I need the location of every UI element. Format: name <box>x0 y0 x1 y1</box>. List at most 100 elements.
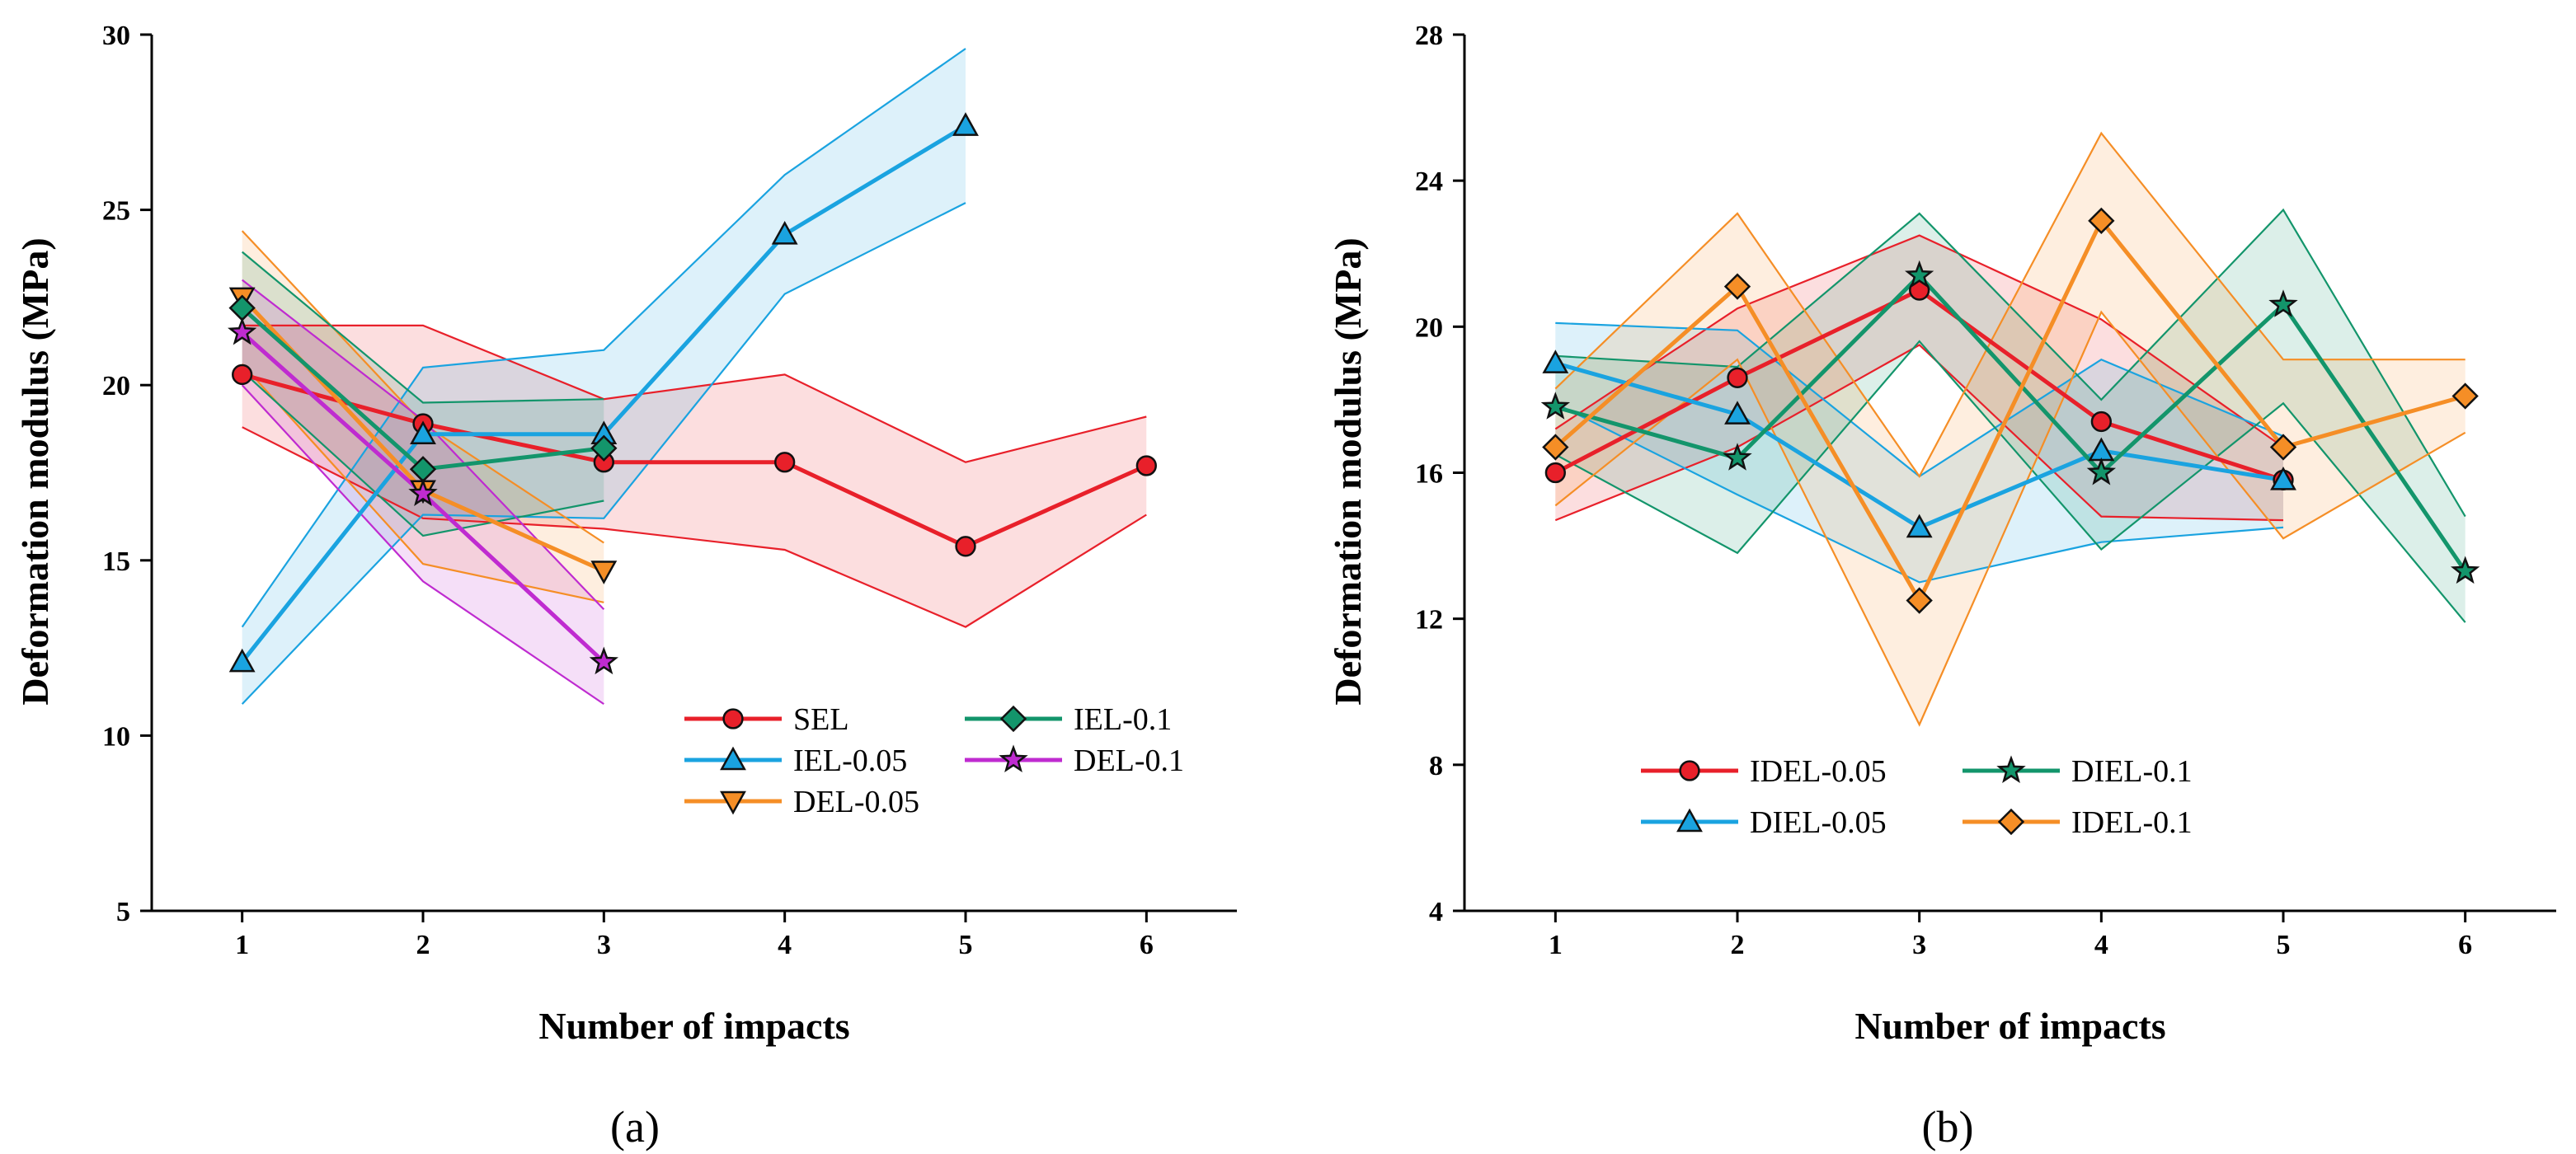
band-lower-DEL-0.05 <box>241 363 604 603</box>
data-point-DIEL-0.1 <box>1540 392 1571 420</box>
band-DIEL-0.1 <box>1555 209 2466 623</box>
data-point-IEL-0.05 <box>410 420 436 445</box>
x-tick-label: 2 <box>416 930 430 960</box>
data-point-SEL <box>1135 455 1157 476</box>
band-upper-IDEL-0.1 <box>1554 131 2466 479</box>
data-point-IDEL-0.05 <box>2090 410 2112 433</box>
data-point-IDEL-0.05 <box>1544 462 1566 484</box>
legend-marker <box>720 746 746 771</box>
axes <box>140 33 1237 922</box>
y-tick-label: 24 <box>1415 167 1443 197</box>
data-point-DIEL-0.05 <box>1724 401 1751 425</box>
data-point-DIEL-0.1 <box>1723 443 1752 471</box>
legend-marker <box>1996 755 2026 783</box>
band-lower-DIEL-0.05 <box>1554 402 2284 584</box>
data-point-IEL-0.05 <box>952 112 979 136</box>
y-tick-label: 4 <box>1429 897 1443 927</box>
band-IDEL-0.1 <box>1555 133 2466 725</box>
x-tick-label: 5 <box>959 930 973 960</box>
legend: IDEL-0.05 DIEL-0.1 DIEL-0.05 IDEL-0.1 <box>1641 754 2193 840</box>
y-tick-label: 30 <box>102 21 130 51</box>
axes <box>1453 33 2556 922</box>
confidence-bands <box>1555 133 2466 725</box>
band-upper-SEL <box>242 324 1147 463</box>
y-tick-label: 28 <box>1415 21 1443 51</box>
legend-marker <box>999 744 1028 772</box>
data-point-IEL-0.05 <box>771 220 798 245</box>
panel-label: (a) <box>610 1102 660 1152</box>
legend-item-DIEL-0.1: DIEL-0.1 <box>1963 754 2193 789</box>
band-IEL-0.1 <box>242 251 604 536</box>
data-point-DEL-0.1 <box>408 478 438 506</box>
legend-item-IEL-0.05: IEL-0.05 <box>684 744 907 778</box>
band-DEL-0.05 <box>242 231 604 603</box>
legend-marker <box>1676 808 1703 833</box>
legend: SEL IEL-0.1 IEL-0.05 DEL-0.1 DEL-0.05 <box>684 702 1184 819</box>
y-tick-label: 8 <box>1429 751 1443 781</box>
y-tick-label: 25 <box>102 196 130 227</box>
legend-marker <box>1679 760 1700 781</box>
band-lower-DEL-0.1 <box>241 384 604 706</box>
chart-panel-a: 5 10 15 20 25 30 1 2 3 4 5 6 Number of impacts Defo… <box>14 21 1237 1152</box>
band-lower-SEL <box>242 426 1147 628</box>
legend-label: IDEL-0.1 <box>2071 805 2193 840</box>
band-lower-IDEL-0.1 <box>1554 310 2466 727</box>
data-point-DIEL-0.05 <box>1906 514 1933 538</box>
data-point-IDEL-0.1 <box>1542 434 1569 461</box>
data-point-IEL-0.1 <box>590 434 618 462</box>
legend-label: IEL-0.05 <box>793 744 907 778</box>
data-point-DEL-0.1 <box>228 317 257 345</box>
y-tick-label: 16 <box>1415 459 1443 490</box>
legend-label: SEL <box>793 702 849 737</box>
data-point-IEL-0.05 <box>228 648 256 673</box>
y-axis-title: Deformation modulus (MPa) <box>14 237 56 705</box>
y-tick-label: 12 <box>1415 605 1443 636</box>
band-upper-IDEL-0.05 <box>1554 234 2284 448</box>
y-tick-label: 20 <box>1415 312 1443 343</box>
data-point-DIEL-0.1 <box>2450 556 2480 584</box>
series-markers <box>228 112 1157 675</box>
x-tick-label: 2 <box>1731 930 1745 960</box>
series-line-IDEL-0.1 <box>1554 218 2466 603</box>
band-upper-IEL-0.05 <box>241 48 966 628</box>
legend-marker <box>722 708 744 729</box>
data-point-DEL-0.1 <box>589 646 618 675</box>
x-tick-label: 1 <box>1549 930 1563 960</box>
band-lower-IEL-0.1 <box>241 370 604 537</box>
legend-item-SEL: SEL <box>684 702 849 737</box>
band-lower-IEL-0.05 <box>241 202 966 705</box>
data-point-IDEL-0.1 <box>2451 382 2479 410</box>
legend-label: IDEL-0.05 <box>1750 754 1887 789</box>
legend-label: DEL-0.1 <box>1074 744 1184 778</box>
y-tick-label: 15 <box>102 547 130 577</box>
legend-label: DIEL-0.1 <box>2071 754 2193 789</box>
legend-marker <box>720 790 746 815</box>
panel-label: (b) <box>1922 1102 1974 1152</box>
legend-item-IEL-0.1: IEL-0.1 <box>965 702 1172 737</box>
y-axis-title: Deformation modulus (MPa) <box>1327 237 1369 705</box>
series-line-DIEL-0.1 <box>1554 273 2467 573</box>
data-point-IDEL-0.1 <box>2269 434 2297 461</box>
band-lower-IDEL-0.05 <box>1554 344 2284 522</box>
x-tick-label: 3 <box>1912 930 1926 960</box>
data-point-IDEL-0.1 <box>2088 207 2115 235</box>
data-point-SEL <box>232 364 253 386</box>
data-point-DIEL-0.05 <box>2270 466 2296 490</box>
legend-marker <box>1997 808 2025 836</box>
tick-labels: 5 10 15 20 25 30 1 2 3 4 5 6 <box>102 21 1154 960</box>
x-tick-label: 4 <box>2094 930 2108 960</box>
y-tick-label: 20 <box>102 371 130 401</box>
band-upper-IEL-0.1 <box>241 251 604 404</box>
confidence-band-edges <box>241 48 1147 706</box>
data-point-DIEL-0.1 <box>2086 457 2117 486</box>
legend-marker <box>999 705 1027 733</box>
x-tick-label: 3 <box>597 930 611 960</box>
legend-item-DEL-0.1: DEL-0.1 <box>965 744 1184 778</box>
data-point-SEL <box>774 452 796 473</box>
x-axis-title: Number of impacts <box>1854 1005 2165 1047</box>
data-point-IDEL-0.1 <box>1723 273 1751 300</box>
data-point-IDEL-0.1 <box>1906 587 1933 614</box>
data-point-DIEL-0.05 <box>1542 349 1569 373</box>
